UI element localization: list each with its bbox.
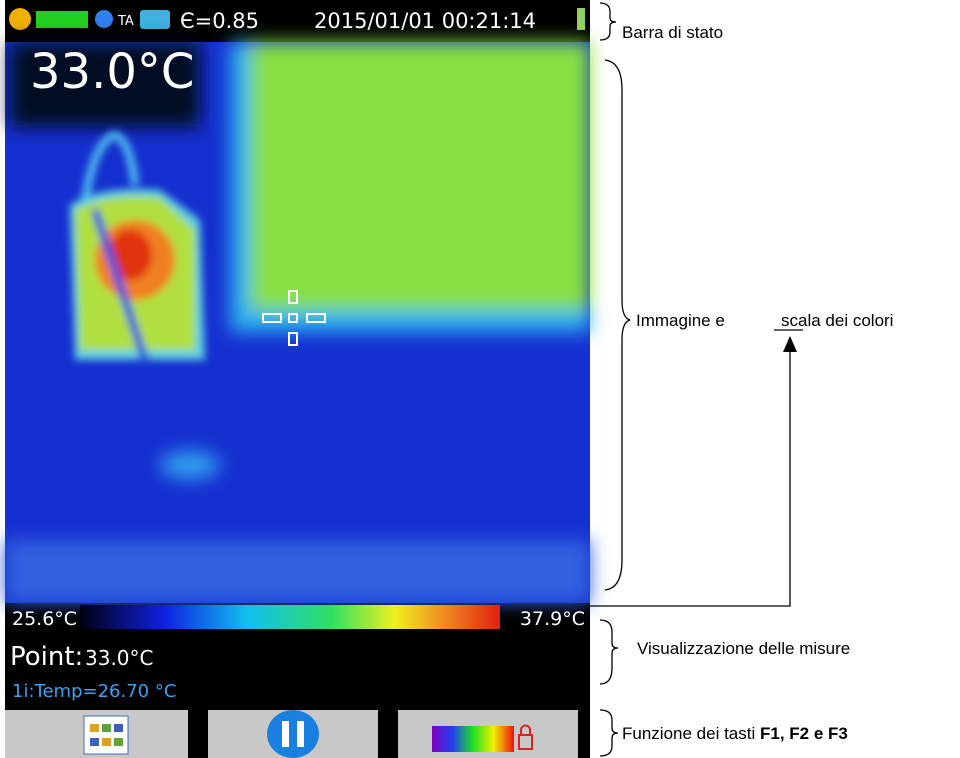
annotation-text: Immagine e — [636, 311, 725, 330]
point-label: Point: — [10, 642, 83, 672]
battery-icon — [36, 11, 88, 28]
datetime: 2015/01/01 00:21:14 — [314, 9, 536, 33]
ta-icon: TA — [117, 14, 134, 29]
brace — [599, 709, 619, 757]
arrow-head — [783, 336, 797, 352]
device-screen: TA Є=0.85 2015/01/01 00:21:14 33.0°C 25.… — [5, 0, 590, 758]
brace — [604, 59, 631, 591]
crosshair — [262, 290, 326, 346]
logo-icon — [9, 8, 31, 30]
thermal-image: 33.0°C — [5, 42, 590, 603]
spot-temperature: 33.0°C — [30, 44, 194, 100]
marker-temp: 1i:Temp=26.70 °C — [12, 681, 176, 702]
annotation: Funzione dei tasti F1, F2 e F3 — [622, 724, 848, 743]
scale-max: 37.9°C — [520, 608, 585, 630]
bluetooth-icon — [95, 10, 113, 28]
annotation-text: dei colori — [825, 311, 893, 330]
point-value: 33.0°C — [85, 646, 154, 670]
brace — [599, 2, 617, 41]
scale-min: 25.6°C — [12, 608, 77, 630]
annotation: Immagine e scala dei colori — [636, 311, 893, 330]
annotation-bold: F1, F2 e F3 — [760, 724, 848, 743]
f3-button[interactable] — [398, 710, 578, 758]
battery-level — [577, 8, 585, 30]
annotation: Visualizzazione delle misure — [637, 639, 850, 658]
sd-icon — [140, 10, 170, 29]
annotation-lines — [590, 2, 803, 757]
arrow-line — [590, 345, 791, 607]
color-scale — [80, 605, 500, 629]
emissivity: Є=0.85 — [180, 9, 259, 33]
annotation: Barra di stato — [622, 23, 723, 42]
annotation-link: scala — [781, 311, 821, 330]
f1-button[interactable] — [5, 710, 188, 758]
brace — [599, 619, 619, 685]
annotation-text: Funzione dei tasti — [622, 724, 755, 743]
f2-button[interactable] — [208, 710, 378, 758]
